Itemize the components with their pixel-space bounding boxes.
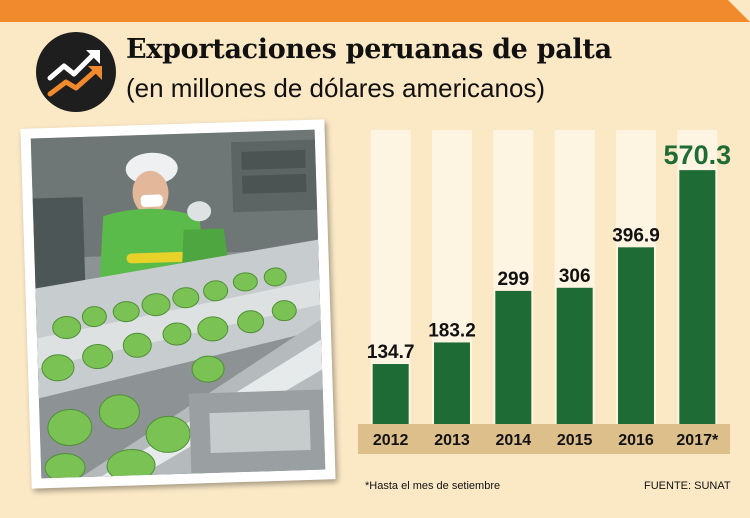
data-label: 396.9 [612,225,660,246]
data-label: 299 [497,269,529,290]
top-bar-notch [728,0,750,22]
x-axis-band [358,424,730,454]
photo-frame [20,119,336,489]
chart-subtitle: (en millones de dólares americanos) [126,73,546,103]
bar [372,364,409,424]
data-label: 306 [559,266,591,287]
avocado-packing-photo [30,129,326,479]
bar [556,287,593,424]
data-label: 134.7 [367,342,415,363]
x-tick-label: 2012 [373,432,409,449]
bar [679,170,716,424]
x-tick-label: 2014 [496,432,532,449]
bar [434,342,470,424]
x-tick-label: 2013 [434,432,470,449]
footnote: *Hasta el mes de setiembre [365,480,501,492]
trending-up-arrows-icon [36,32,116,112]
bar-chart: 134.7 2012 183.2 2013 299 2014 306 2015 396.9 201… [358,130,732,454]
data-label: 570.3 [664,140,732,170]
bar [618,247,654,424]
bar [495,290,532,424]
top-bar [0,0,750,22]
data-label: 183.2 [428,320,476,341]
chart-title: Exportaciones peruanas de palta [126,34,612,65]
x-tick-label: 2017* [676,432,719,449]
x-tick-label: 2016 [618,432,654,449]
source-note: FUENTE: SUNAT [644,480,731,492]
x-tick-label: 2015 [557,432,593,449]
